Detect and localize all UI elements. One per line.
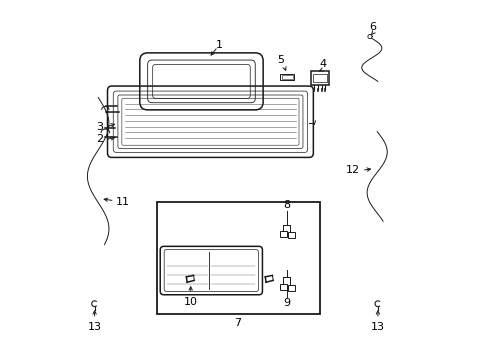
Bar bbox=[280, 231, 286, 237]
Text: 12: 12 bbox=[345, 165, 359, 175]
Text: 9: 9 bbox=[283, 298, 290, 309]
Text: 1: 1 bbox=[216, 40, 223, 50]
Bar bbox=[280, 74, 293, 80]
Bar bbox=[313, 74, 326, 82]
Text: 8: 8 bbox=[283, 201, 290, 211]
Bar bbox=[156, 202, 319, 315]
Text: 3: 3 bbox=[96, 122, 103, 132]
Text: 7: 7 bbox=[234, 319, 241, 328]
Text: 5: 5 bbox=[277, 55, 284, 65]
Text: 6: 6 bbox=[368, 22, 376, 32]
Bar bbox=[287, 232, 294, 238]
Bar bbox=[310, 71, 329, 85]
Bar bbox=[280, 284, 286, 290]
Text: 4: 4 bbox=[319, 59, 325, 69]
Text: 13: 13 bbox=[370, 322, 384, 332]
Bar bbox=[281, 75, 292, 79]
Text: 2: 2 bbox=[96, 135, 103, 144]
Text: 11: 11 bbox=[116, 197, 130, 207]
Bar bbox=[287, 285, 294, 291]
Text: 13: 13 bbox=[87, 322, 102, 332]
Text: 10: 10 bbox=[183, 297, 197, 307]
